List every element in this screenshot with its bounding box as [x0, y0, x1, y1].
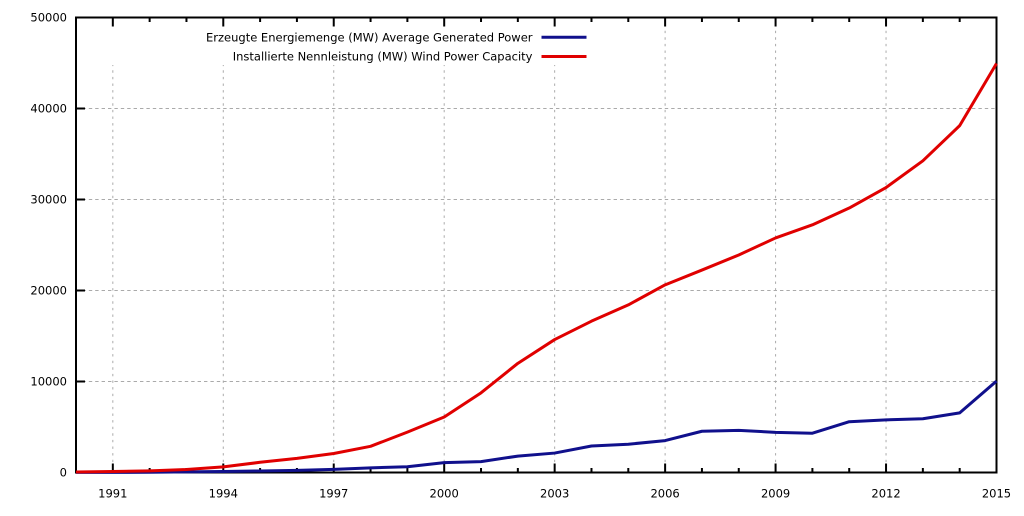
x-tick-label: 2000	[430, 486, 459, 500]
x-tick-label: 1997	[319, 486, 348, 500]
series-line-0	[75, 379, 998, 474]
y-tick-label: 0	[60, 466, 67, 480]
legend-box	[96, 27, 597, 65]
legend-label-0: Erzeugte Energiemenge (MW) Average Gener…	[206, 30, 533, 44]
y-tick-label: 50000	[30, 11, 67, 25]
x-tick-label: 2012	[871, 486, 900, 500]
x-tick-label: 2003	[540, 486, 569, 500]
x-tick-label: 1994	[209, 486, 238, 500]
axis-layer: 0 10000 20000 30000 40000 50000 1991 1994 1997 20…	[30, 11, 1011, 501]
x-tick-label: 2009	[761, 486, 790, 500]
legend-layer: Erzeugte Energiemenge (MW) Average Gener…	[96, 27, 597, 65]
series-line-1	[75, 62, 998, 474]
y-tick-label: 30000	[30, 193, 67, 207]
y-tick-label: 10000	[30, 375, 67, 389]
plot-border	[75, 16, 998, 474]
x-tick-label: 1991	[98, 486, 127, 500]
x-tick-label: 2015	[982, 486, 1011, 500]
x-tick-label: 2006	[650, 486, 679, 500]
series-layer	[75, 62, 998, 474]
y-tick-label: 20000	[30, 284, 67, 298]
y-tick-label: 40000	[30, 102, 67, 116]
legend-label-1: Installierte Nennleistung (MW) Wind Powe…	[233, 50, 533, 64]
grid-layer	[76, 17, 997, 473]
